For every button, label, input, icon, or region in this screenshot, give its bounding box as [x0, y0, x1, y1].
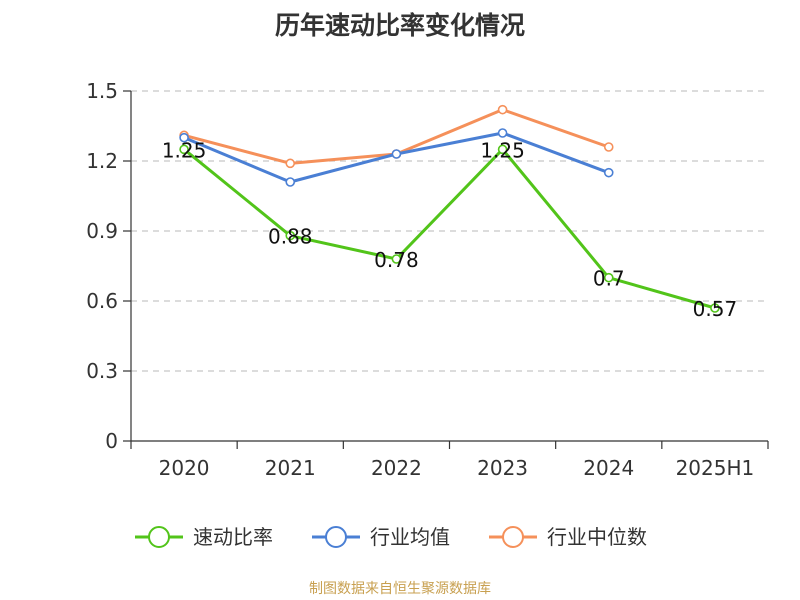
data-point: [285, 177, 296, 187]
data-point: [285, 158, 296, 169]
series-line: [183, 147, 716, 310]
data-point: [179, 132, 189, 143]
legend-label: 行业中位数: [547, 525, 647, 549]
grid-lines: [131, 90, 768, 372]
data-label: 0.7: [593, 267, 625, 291]
legend-swatch-marker: [148, 526, 170, 548]
legend-swatch-marker: [502, 526, 524, 548]
data-point: [497, 128, 508, 138]
x-tick-label: 2022: [371, 456, 422, 480]
data-label: 0.88: [268, 225, 313, 249]
legend-item: 行业均值: [312, 525, 450, 549]
y-tick-label: 1.5: [86, 79, 118, 103]
legend: 速动比率 行业均值 行业中位数: [135, 525, 647, 549]
x-tick-label: 2025H1: [676, 456, 755, 480]
data-point: [497, 104, 508, 115]
y-tick-label: 0.3: [86, 359, 118, 383]
data-labels: 1.25 0.88 0.78 1.25 0.7 0.57: [162, 138, 737, 321]
legend-item: 行业中位数: [489, 525, 647, 549]
data-label: 1.25: [480, 138, 525, 162]
data-label: 1.25: [162, 138, 207, 162]
y-tick-label: 0: [105, 429, 118, 453]
legend-item: 速动比率: [135, 525, 273, 549]
y-tick-label: 0.6: [86, 289, 118, 313]
data-label: 0.78: [374, 248, 419, 272]
y-tick-label: 1.2: [86, 149, 118, 173]
legend-swatch-marker: [325, 526, 347, 548]
data-point: [710, 303, 720, 313]
data-point: [603, 142, 614, 152]
data-point: [179, 144, 189, 155]
data-point: [391, 149, 402, 159]
data-point: [497, 144, 508, 155]
chart-title: 历年速动比率变化情况: [274, 11, 525, 40]
y-tick-label: 0.9: [86, 219, 118, 243]
data-point: [391, 254, 402, 264]
x-tick-label: 2023: [477, 456, 528, 480]
series-lines: [179, 104, 720, 313]
legend-label: 速动比率: [193, 525, 273, 549]
data-point: [603, 272, 614, 283]
data-label: 0.57: [693, 297, 738, 321]
source-note: 制图数据来自恒生聚源数据库: [309, 581, 491, 597]
x-tick-label: 2024: [583, 456, 634, 480]
x-tick-label: 2021: [265, 456, 316, 480]
data-point: [285, 230, 296, 241]
data-point: [603, 167, 614, 178]
legend-label: 行业均值: [370, 525, 450, 549]
axes: 0 0.3 0.6 0.9 1.2 1.5 2020 2021 2022 2023 2024 2025…: [86, 79, 769, 480]
x-tick-label: 2020: [159, 456, 210, 480]
